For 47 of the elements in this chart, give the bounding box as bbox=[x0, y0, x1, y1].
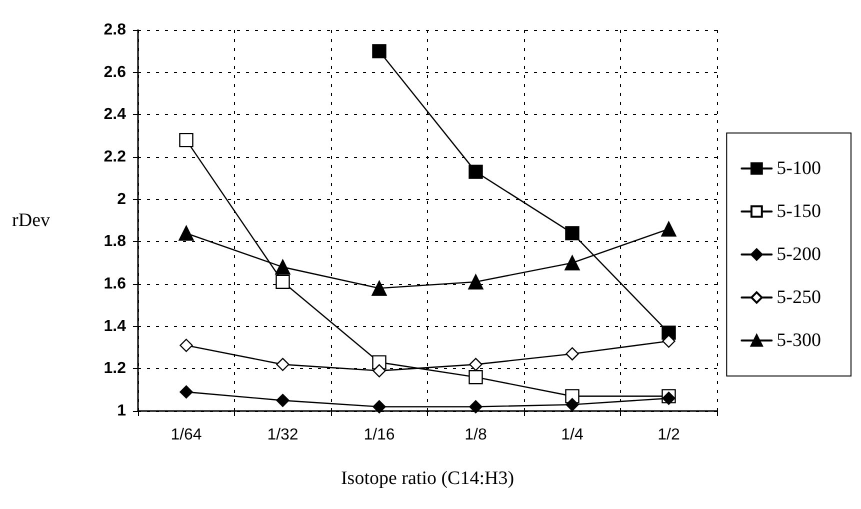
y-tick-label: 1.6 bbox=[104, 276, 126, 292]
x-tick-label: 1/2 bbox=[658, 426, 680, 444]
y-tick-label: 2.4 bbox=[104, 106, 126, 124]
point bbox=[566, 398, 579, 412]
legend-label: 5-150 bbox=[776, 201, 821, 222]
point bbox=[180, 385, 193, 399]
y-tick-label: 2.6 bbox=[104, 64, 126, 81]
x-axis-title: Isotope ratio (C14:H3) bbox=[340, 468, 514, 489]
point bbox=[469, 358, 482, 372]
point bbox=[662, 334, 676, 348]
point bbox=[178, 226, 194, 241]
point bbox=[276, 358, 290, 372]
point bbox=[662, 392, 676, 405]
y-tick-label: 1.2 bbox=[104, 360, 126, 378]
point bbox=[468, 370, 483, 384]
point bbox=[276, 274, 290, 289]
point bbox=[372, 280, 387, 296]
y-tick-label: 1.8 bbox=[104, 233, 126, 250]
point bbox=[661, 221, 676, 237]
y-tick-label: 1.4 bbox=[104, 318, 126, 335]
point bbox=[468, 164, 483, 179]
point bbox=[469, 400, 482, 414]
y-tick-label: 2.2 bbox=[104, 148, 126, 166]
point bbox=[566, 347, 579, 360]
y-tick-label: 1 bbox=[117, 402, 126, 420]
x-tick-label: 1/32 bbox=[267, 426, 298, 444]
x-tick-label: 1/64 bbox=[170, 426, 202, 444]
point bbox=[276, 394, 290, 408]
legend-label: 5-300 bbox=[776, 330, 821, 351]
point bbox=[275, 259, 290, 275]
x-tick-label: 1/16 bbox=[364, 426, 395, 444]
point bbox=[564, 255, 580, 270]
point bbox=[468, 274, 484, 290]
x-tick-label: 1/8 bbox=[464, 426, 487, 444]
legend-label: 5-100 bbox=[776, 158, 821, 179]
point bbox=[179, 132, 194, 148]
point bbox=[372, 400, 386, 414]
x-tick-label: 1/4 bbox=[561, 426, 584, 444]
y-tick-label: 2.8 bbox=[104, 22, 126, 38]
point bbox=[180, 338, 193, 352]
point bbox=[565, 226, 580, 240]
point bbox=[372, 44, 386, 58]
y-tick-label: 2 bbox=[117, 190, 126, 208]
legend-label: 5-250 bbox=[776, 287, 821, 308]
y-axis-title: rDev bbox=[12, 210, 50, 231]
legend-label: 5-200 bbox=[776, 244, 821, 265]
point bbox=[372, 364, 386, 378]
